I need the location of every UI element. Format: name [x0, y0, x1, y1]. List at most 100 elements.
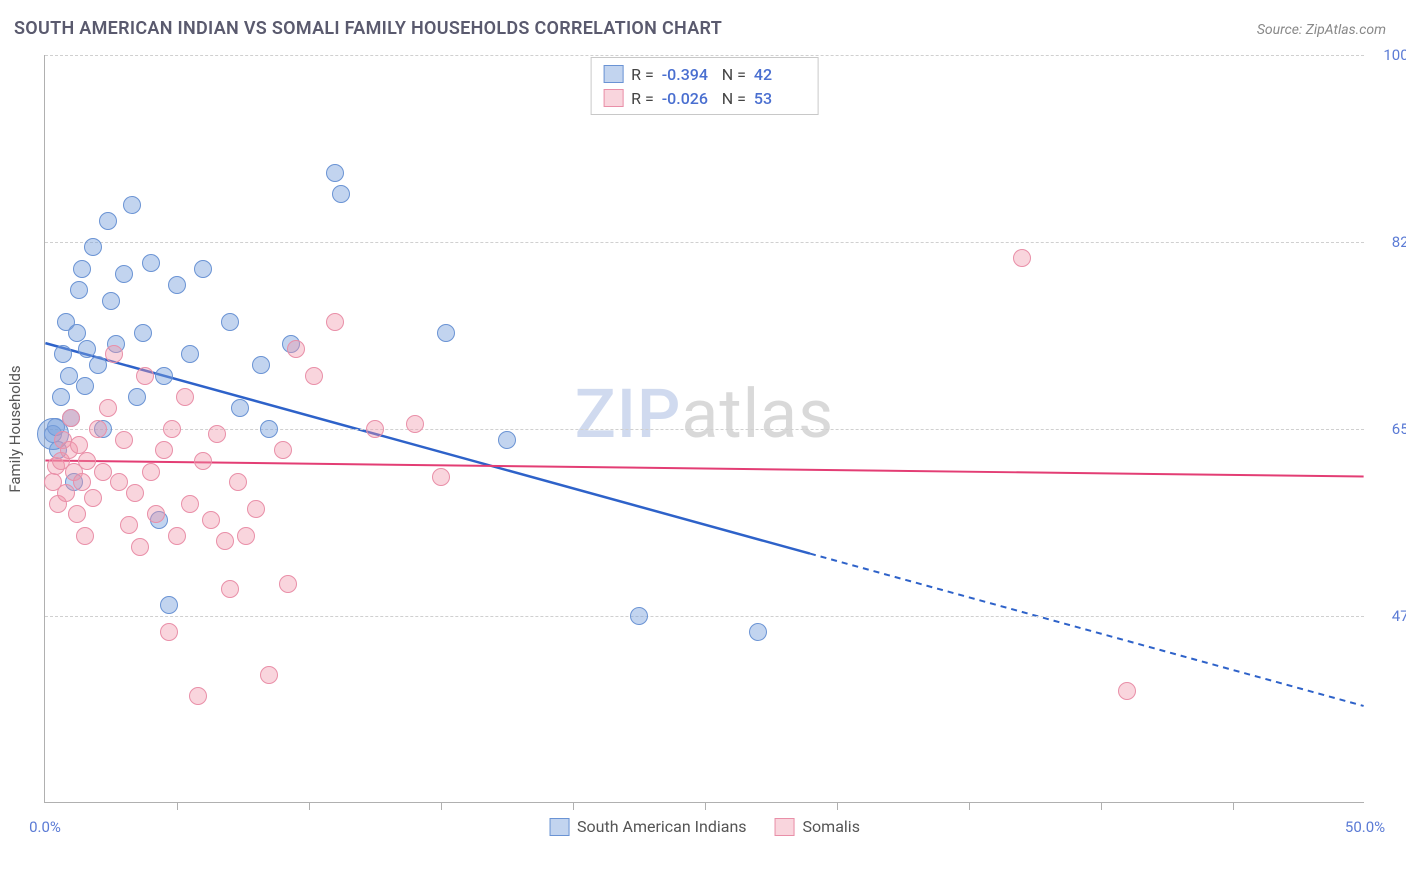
data-point-sai: [99, 212, 117, 230]
data-point-sai: [73, 260, 91, 278]
data-point-som: [247, 500, 265, 518]
stat-r-label: R =: [631, 65, 654, 84]
legend-swatch-sai: [549, 818, 569, 836]
data-point-som: [78, 452, 96, 470]
stats-row-som: R =-0.026N =53: [603, 86, 806, 110]
data-point-som: [68, 505, 86, 523]
x-tick-label: 0.0%: [29, 818, 61, 836]
data-point-sai: [326, 164, 344, 182]
data-point-sai: [115, 265, 133, 283]
data-point-sai: [630, 607, 648, 625]
data-point-som: [1013, 249, 1031, 267]
stat-r-label: R =: [631, 89, 654, 108]
data-point-som: [89, 420, 107, 438]
data-point-som: [432, 468, 450, 486]
data-point-som: [120, 516, 138, 534]
data-point-som: [274, 441, 292, 459]
data-point-sai: [498, 431, 516, 449]
data-point-sai: [142, 254, 160, 272]
gridline: [45, 429, 1364, 430]
stat-n-value-som: 53: [754, 89, 806, 108]
x-tick: [1101, 802, 1102, 810]
data-point-sai: [102, 292, 120, 310]
data-point-som: [142, 463, 160, 481]
x-tick: [705, 802, 706, 810]
data-point-som: [115, 431, 133, 449]
data-point-som: [181, 495, 199, 513]
legend-swatch-som: [775, 818, 795, 836]
x-tick: [177, 802, 178, 810]
x-tick: [573, 802, 574, 810]
data-point-som: [136, 367, 154, 385]
y-axis-title: Family Households: [6, 365, 24, 492]
data-point-som: [76, 527, 94, 545]
legend-item-sai[interactable]: South American Indians: [549, 817, 747, 836]
x-tick: [837, 802, 838, 810]
swatch-sai: [603, 65, 623, 83]
data-point-som: [216, 532, 234, 550]
data-point-sai: [437, 324, 455, 342]
data-point-sai: [54, 345, 72, 363]
data-point-som: [366, 420, 384, 438]
data-point-sai: [160, 596, 178, 614]
swatch-som: [603, 89, 623, 107]
y-tick-label: 47.5%: [1372, 607, 1406, 625]
data-point-som: [155, 441, 173, 459]
data-point-sai: [168, 276, 186, 294]
data-point-som: [176, 388, 194, 406]
data-point-sai: [68, 324, 86, 342]
x-tick: [309, 802, 310, 810]
data-point-som: [1118, 682, 1136, 700]
data-point-sai: [134, 324, 152, 342]
stat-r-value-som: -0.026: [662, 89, 714, 108]
stats-legend-box: R =-0.394N =42R =-0.026N =53: [590, 57, 819, 115]
x-tick: [969, 802, 970, 810]
data-point-som: [131, 538, 149, 556]
data-point-som: [160, 623, 178, 641]
y-tick-label: 82.5%: [1372, 233, 1406, 251]
data-point-som: [208, 425, 226, 443]
data-point-sai: [194, 260, 212, 278]
data-point-som: [305, 367, 323, 385]
chart-plot-area: ZIPatlas Family Households R =-0.394N =4…: [44, 55, 1364, 803]
data-point-sai: [221, 313, 239, 331]
data-point-som: [229, 473, 247, 491]
watermark-atlas: atlas: [681, 374, 834, 454]
data-point-sai: [260, 420, 278, 438]
trendline-sai-extrapolated: [810, 554, 1364, 706]
watermark-zip: ZIP: [575, 374, 682, 454]
data-point-som: [406, 415, 424, 433]
y-tick-label: 65.0%: [1372, 420, 1406, 438]
data-point-sai: [60, 367, 78, 385]
data-point-som: [105, 345, 123, 363]
chart-title: SOUTH AMERICAN INDIAN VS SOMALI FAMILY H…: [14, 18, 722, 39]
data-point-som: [94, 463, 112, 481]
data-point-som: [202, 511, 220, 529]
data-point-som: [163, 420, 181, 438]
data-point-sai: [123, 196, 141, 214]
data-point-sai: [252, 356, 270, 374]
data-point-som: [237, 527, 255, 545]
data-point-som: [189, 687, 207, 705]
legend-label-sai: South American Indians: [577, 817, 747, 836]
gridline: [45, 55, 1364, 56]
stat-n-label: N =: [722, 65, 746, 84]
data-point-sai: [70, 281, 88, 299]
x-tick: [1233, 802, 1234, 810]
data-point-som: [126, 484, 144, 502]
data-point-sai: [78, 340, 96, 358]
gridline: [45, 242, 1364, 243]
stats-row-sai: R =-0.394N =42: [603, 62, 806, 86]
data-point-som: [168, 527, 186, 545]
legend-item-som[interactable]: Somalis: [775, 817, 860, 836]
data-point-sai: [76, 377, 94, 395]
data-point-som: [84, 489, 102, 507]
data-point-som: [110, 473, 128, 491]
watermark: ZIPatlas: [575, 374, 835, 454]
x-tick-label: 50.0%: [1345, 818, 1385, 836]
source-link[interactable]: ZipAtlas.com: [1306, 22, 1386, 38]
data-point-sai: [89, 356, 107, 374]
data-point-sai: [332, 185, 350, 203]
data-point-sai: [52, 388, 70, 406]
data-point-som: [57, 484, 75, 502]
